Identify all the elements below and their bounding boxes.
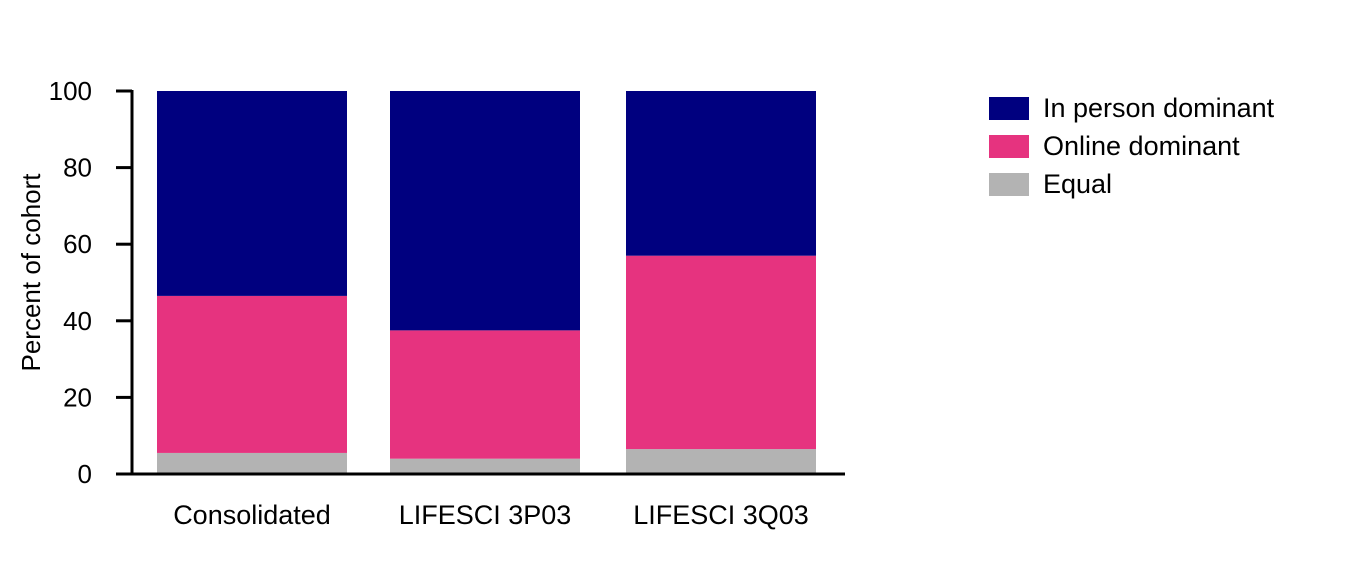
y-tick-label: 20 (63, 382, 92, 412)
y-tick-label: 80 (63, 153, 92, 183)
bars-layer (157, 91, 816, 474)
legend-label-in-person-dominant: In person dominant (1043, 93, 1275, 123)
y-tick-label: 100 (49, 76, 92, 106)
bar-segment-lifesci-3p03-equal (390, 458, 580, 474)
legend-swatch-online-dominant (989, 135, 1029, 158)
y-tick-label: 40 (63, 306, 92, 336)
bar-segment-lifesci-3p03-online-dominant (390, 330, 580, 459)
legend-swatch-in-person-dominant (989, 97, 1029, 120)
bar-segment-lifesci-3q03-equal (626, 449, 816, 474)
bar-segment-lifesci-3q03-in-person-dominant (626, 91, 816, 256)
x-tick-label-consolidated: Consolidated (173, 500, 331, 530)
x-tick-label-lifesci-3q03: LIFESCI 3Q03 (633, 500, 809, 530)
bar-segment-consolidated-in-person-dominant (157, 91, 347, 296)
y-tick-label: 0 (78, 459, 92, 489)
bar-segment-consolidated-equal (157, 452, 347, 474)
y-axis-title: Percent of cohort (16, 173, 46, 372)
bar-segment-lifesci-3p03-in-person-dominant (390, 91, 580, 331)
legend-label-online-dominant: Online dominant (1043, 131, 1240, 161)
bar-segment-consolidated-online-dominant (157, 295, 347, 453)
y-tick-label: 60 (63, 229, 92, 259)
bar-segment-lifesci-3q03-online-dominant (626, 255, 816, 450)
axes-layer: 0 20 40 60 80 100 Consolidated LIFESCI 3P03 LIFE… (16, 76, 845, 530)
x-tick-label-lifesci-3p03: LIFESCI 3P03 (399, 500, 572, 530)
legend-swatch-equal (989, 173, 1029, 196)
legend-label-equal: Equal (1043, 169, 1112, 199)
legend: In person dominant Online dominant Equal (989, 93, 1275, 199)
